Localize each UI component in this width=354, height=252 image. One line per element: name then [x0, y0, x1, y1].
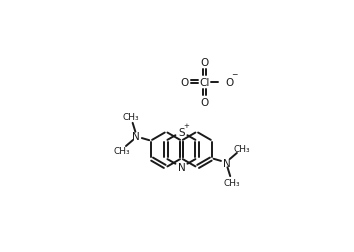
Text: CH₃: CH₃	[223, 178, 240, 187]
Text: −: −	[231, 70, 237, 79]
Text: S: S	[178, 127, 185, 137]
Text: CH₃: CH₃	[123, 113, 139, 122]
Text: Cl: Cl	[199, 77, 210, 87]
Text: O: O	[200, 97, 209, 107]
Text: +: +	[183, 122, 189, 129]
Text: N: N	[132, 132, 140, 142]
Text: N: N	[178, 163, 185, 173]
Text: O: O	[200, 57, 209, 68]
Text: N: N	[223, 158, 231, 168]
Text: O: O	[181, 77, 189, 87]
Text: CH₃: CH₃	[233, 145, 250, 153]
Text: CH₃: CH₃	[113, 146, 130, 155]
Text: O: O	[225, 77, 234, 87]
